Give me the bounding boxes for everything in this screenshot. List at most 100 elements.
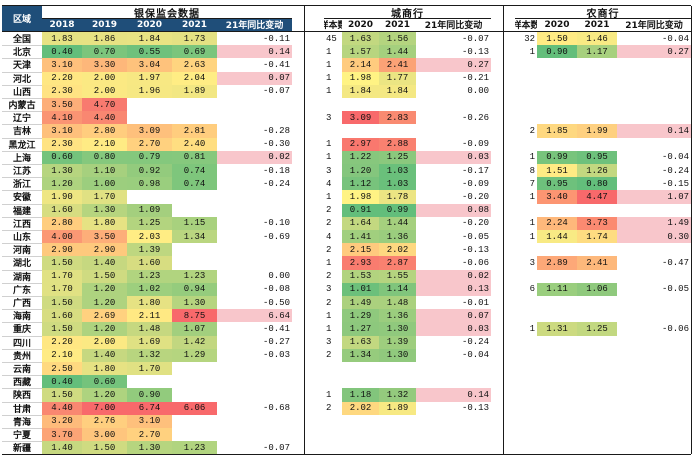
row-separator [2, 84, 42, 86]
city-cell: 0.03 [416, 322, 491, 336]
banking-cell: 3.00 [82, 428, 127, 442]
banking-cell: 3.10 [42, 58, 82, 72]
banking-cell [172, 428, 217, 441]
city-cell [416, 375, 491, 388]
banking-cell: 0.40 [42, 45, 82, 59]
row-separator [2, 111, 42, 113]
city-cell [342, 375, 379, 388]
banking-cell: -0.11 [262, 33, 290, 44]
banking-cell: 0.07 [217, 71, 292, 85]
banking-cell: 1.69 [127, 335, 172, 349]
banking-cell [172, 362, 217, 375]
row-separator [2, 441, 42, 443]
rural-cell [617, 349, 691, 362]
region-cell: 福建 [12, 206, 31, 217]
region-cell: 甘肃 [12, 404, 31, 415]
banking-cell: 0.94 [172, 282, 217, 296]
rural-cell [577, 72, 617, 85]
rural-cell [537, 243, 577, 256]
rural-cell [515, 336, 537, 349]
banking-cell: 0.80 [82, 150, 127, 164]
city-cell: 2.87 [379, 256, 416, 270]
city-cell: 1.30 [379, 348, 416, 362]
rural-cell [577, 388, 617, 401]
region-cell: 上海 [12, 153, 31, 164]
city-cell: 1.29 [342, 309, 379, 323]
city-cell [416, 441, 491, 454]
banking-cell: 1.50 [42, 388, 82, 402]
banking-cell: -0.27 [262, 337, 290, 348]
city-col-header: 样本数 [324, 21, 342, 31]
city-cell: 2.14 [342, 58, 379, 72]
banking-cell: 2.81 [172, 124, 217, 138]
banking-cell [172, 415, 217, 428]
rural-cell [515, 72, 537, 85]
rural-cell: 1 [529, 231, 535, 242]
divider-line [42, 18, 292, 19]
banking-cell: 2.70 [127, 137, 172, 151]
banking-cell: 2.30 [42, 137, 82, 151]
city-cell: -0.13 [461, 46, 489, 57]
rural-cell: -0.06 [661, 323, 689, 334]
banking-cell: 0.79 [127, 150, 172, 164]
banking-cell: 1.90 [42, 190, 82, 204]
rural-cell [515, 349, 537, 362]
city-cell [324, 428, 342, 441]
rural-cell: 32 [524, 33, 535, 44]
city-cell: 1 [326, 86, 332, 97]
row-separator [2, 428, 42, 429]
city-cell: 3 [326, 337, 332, 348]
row-separator [2, 58, 42, 60]
rural-cell: 1.17 [577, 45, 617, 59]
city-cell: 0.08 [416, 203, 491, 217]
rural-cell [617, 336, 691, 349]
city-cell: 2 [326, 350, 332, 361]
banking-cell: 0.60 [42, 150, 82, 164]
banking-cell: 2.11 [127, 309, 172, 323]
banking-cell: 1.60 [127, 256, 172, 270]
city-cell: 1 [326, 59, 332, 70]
banking-col-header: 21年同比变动 [217, 18, 292, 31]
rural-cell [617, 85, 691, 98]
city-cell: 2 [326, 205, 332, 216]
banking-cell: 3.30 [82, 58, 127, 72]
city-cell: 4 [326, 178, 332, 189]
banking-cell: 0.55 [127, 45, 172, 59]
banking-cell: 0.98 [127, 177, 172, 191]
city-cell: 1.32 [379, 388, 416, 402]
city-cell [416, 362, 491, 375]
city-cell: 1.49 [342, 296, 379, 310]
row-separator [2, 243, 42, 245]
city-cell [416, 415, 491, 428]
city-cell: 2.97 [342, 137, 379, 151]
banking-cell [217, 415, 292, 428]
banking-cell: 1.07 [172, 322, 217, 336]
banking-cell [172, 204, 217, 217]
city-cell [379, 441, 416, 454]
row-separator [2, 375, 42, 377]
city-cell: 1.01 [342, 282, 379, 296]
rural-cell [617, 415, 691, 428]
rural-cell [515, 58, 537, 71]
row-separator [2, 322, 42, 324]
banking-cell: 2.90 [42, 243, 82, 257]
city-cell: 1.64 [342, 216, 379, 230]
city-cell: 1.22 [342, 150, 379, 164]
city-cell: 1.44 [379, 216, 416, 230]
city-cell: 0.14 [416, 388, 491, 402]
rural-cell [617, 58, 691, 71]
rural-cell [515, 296, 537, 309]
rural-cell: 1.07 [617, 190, 691, 204]
banking-cell: 4.10 [42, 111, 82, 125]
city-cell [342, 441, 379, 454]
row-separator [2, 98, 42, 99]
city-cell: 1.34 [342, 348, 379, 362]
banking-cell: 1.42 [172, 335, 217, 349]
region-header: 区域 [2, 6, 42, 31]
row-separator [2, 401, 42, 403]
banking-cell: 1.50 [82, 441, 127, 455]
city-cell [324, 124, 342, 137]
banking-cell: 1.50 [42, 256, 82, 270]
banking-cell [127, 190, 172, 203]
rural-cell: 2 [529, 125, 535, 136]
